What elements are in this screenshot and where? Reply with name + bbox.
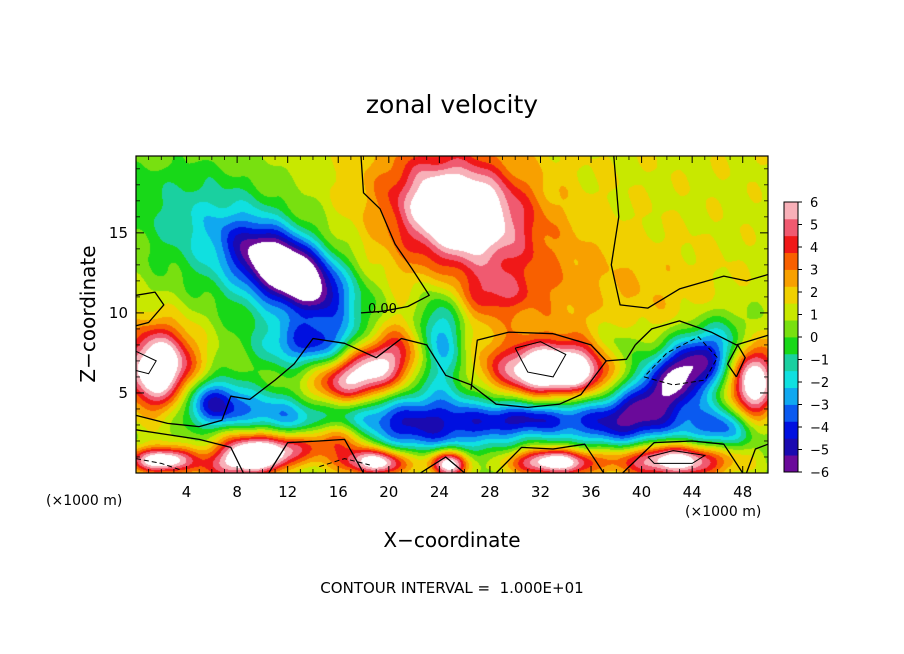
zero-contour: [634, 320, 769, 346]
contour-label: 0.00: [368, 302, 397, 317]
x-tick-label: 8: [232, 483, 242, 501]
colorbar-tick-label: 0: [810, 331, 818, 346]
x-tick-label: 28: [480, 483, 499, 501]
zero-contour: [135, 291, 165, 327]
colorbar-tick-label: 2: [810, 286, 818, 301]
colorbar-tick-label: −2: [810, 376, 829, 391]
x-tick-label: 12: [278, 483, 297, 501]
colorbar-swatch: [784, 235, 798, 254]
plot-area: [136, 156, 768, 473]
chart-title: zonal velocity: [366, 90, 538, 119]
colorbar-swatch: [784, 421, 798, 439]
negative-contour: [319, 458, 370, 468]
negative-contour: [135, 458, 181, 471]
colorbar-tick-label: −1: [810, 354, 829, 369]
zero-contour: [495, 443, 605, 474]
colorbar-tick-label: −6: [810, 466, 829, 481]
zero-contour: [268, 438, 365, 474]
zero-contour: [745, 443, 769, 474]
y-axis-label: Z−coordinate: [76, 245, 100, 382]
colorbar-swatch: [784, 387, 798, 405]
colorbar-swatch: [784, 286, 798, 304]
colorbar-swatch: [784, 269, 798, 287]
x-tick-label: 20: [379, 483, 398, 501]
colorbar-tick-label: −3: [810, 399, 829, 414]
x-tick-label: 16: [329, 483, 348, 501]
zero-contour: [360, 155, 430, 314]
colorbar-tick-label: 5: [810, 219, 818, 234]
colorbar-swatch: [784, 353, 798, 372]
colorbar-swatch: [784, 320, 798, 338]
contour-interval-note: CONTOUR INTERVAL = 1.000E+01: [320, 579, 583, 597]
colorbar-tick-label: −4: [810, 421, 829, 436]
y-tick-label: 10: [109, 304, 128, 322]
x-tick-label: 4: [182, 483, 192, 501]
x-tick-label: 48: [733, 483, 752, 501]
x-tick-label: 32: [531, 483, 550, 501]
zero-contour: [726, 344, 746, 378]
colorbar-swatch: [784, 404, 798, 422]
colorbar-tick-label: 6: [810, 196, 818, 211]
x-tick-label: 44: [683, 483, 702, 501]
velocity-field-heatmap: [136, 156, 768, 473]
colorbar-swatch: [784, 252, 798, 270]
zero-contour: [610, 155, 769, 309]
colorbar-swatch: [784, 202, 798, 220]
colorbar-tick-label: −5: [810, 444, 829, 459]
colorbar-tick-label: 3: [810, 264, 818, 279]
colorbar-swatch: [784, 455, 798, 473]
colorbar-swatch: [784, 337, 798, 355]
contour-lines: [135, 155, 769, 474]
colorbar-tick-label: 4: [810, 241, 818, 256]
y-tick-label: 5: [118, 384, 128, 402]
colorbar-swatch: [784, 370, 798, 389]
x-unit-right: (×1000 m): [685, 504, 761, 520]
zero-contour: [622, 440, 744, 474]
inner-contour: [135, 350, 157, 375]
zero-contour: [135, 337, 636, 428]
zero-contour: [135, 429, 244, 474]
y-tick-label: 15: [109, 224, 128, 242]
colorbar-swatch: [784, 218, 798, 237]
y-axis-ticks: 5 10 15: [109, 168, 768, 458]
zero-contour: [470, 331, 607, 390]
x-unit-left: (×1000 m): [46, 493, 122, 509]
x-tick-label: 40: [632, 483, 651, 501]
colorbar-tick-label: 1: [810, 309, 818, 324]
x-tick-label: 36: [581, 483, 600, 501]
x-axis-label: X−coordinate: [383, 528, 520, 552]
x-axis-ticks: 4 8 12 16 20 24 28 32 36 40 44 48: [148, 156, 756, 501]
colorbar-swatch: [784, 438, 798, 456]
colorbar-swatch: [784, 303, 798, 321]
colorbar: 6 5 4 3 2 1 0 −1 −2 −3 −4 −5 −6: [783, 196, 829, 481]
zero-contour: [420, 456, 466, 474]
inner-contour: [647, 450, 707, 464]
inner-contour: [514, 341, 567, 378]
x-tick-label: 24: [430, 483, 449, 501]
